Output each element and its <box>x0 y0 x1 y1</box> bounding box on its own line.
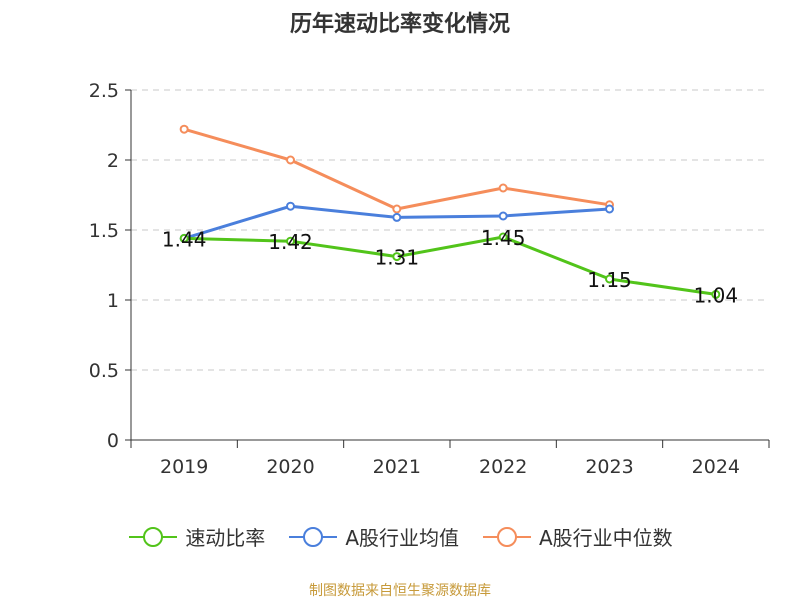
chart-title: 历年速动比率变化情况 <box>289 12 510 37</box>
data-point <box>605 274 614 284</box>
legend-marker-quick-ratio <box>129 526 178 547</box>
y-tick-label: 1 <box>107 290 119 312</box>
data-point <box>286 155 295 165</box>
x-tick-label: 2021 <box>373 456 421 478</box>
y-tick-label: 0.5 <box>89 360 119 382</box>
x-tick-label: 2023 <box>585 456 633 478</box>
y-tick-label: 0 <box>107 430 119 452</box>
data-label: 1.45 <box>481 226 526 250</box>
legend-item-industry-median[interactable]: A股行业中位数 <box>481 522 673 551</box>
x-tick-label: 2019 <box>160 456 208 478</box>
data-label: 1.04 <box>694 283 739 307</box>
data-label: 1.31 <box>375 246 420 270</box>
legend: 速动比率 A股行业均值 A股行业中位数 <box>0 522 800 551</box>
data-point <box>179 233 189 243</box>
data-point <box>498 211 508 221</box>
source-note: 制图数据来自恒生聚源数据库 <box>309 583 491 599</box>
legend-marker-industry-median <box>483 526 531 547</box>
data-label: 1.44 <box>162 227 207 251</box>
data-point <box>392 212 402 222</box>
data-point <box>286 236 295 246</box>
data-label: 1.15 <box>587 268 632 292</box>
y-tick-label: 2 <box>107 150 119 172</box>
legend-label-industry-median: A股行业中位数 <box>539 526 673 550</box>
data-point <box>392 204 402 214</box>
x-tick-label: 2022 <box>479 456 527 478</box>
data-point <box>392 252 402 262</box>
data-point <box>286 201 295 211</box>
legend-item-industry-mean[interactable]: A股行业均值 <box>287 522 459 551</box>
series-line <box>183 127 610 211</box>
series-line <box>184 235 717 296</box>
x-tick-label: 2024 <box>692 456 740 478</box>
data-label: 1.42 <box>268 230 313 254</box>
data-point <box>179 124 189 134</box>
legend-item-quick-ratio[interactable]: 速动比率 <box>127 522 265 551</box>
y-tick-label: 2.5 <box>89 80 119 102</box>
data-point <box>498 232 508 242</box>
x-tick-label: 2020 <box>266 456 314 478</box>
data-point <box>711 289 721 299</box>
legend-label-industry-mean: A股行业均值 <box>345 526 459 550</box>
legend-label-quick-ratio: 速动比率 <box>185 526 266 550</box>
data-point <box>498 183 508 193</box>
y-tick-label: 1.5 <box>89 220 119 242</box>
data-point <box>605 204 614 214</box>
legend-marker-industry-mean <box>289 526 338 547</box>
